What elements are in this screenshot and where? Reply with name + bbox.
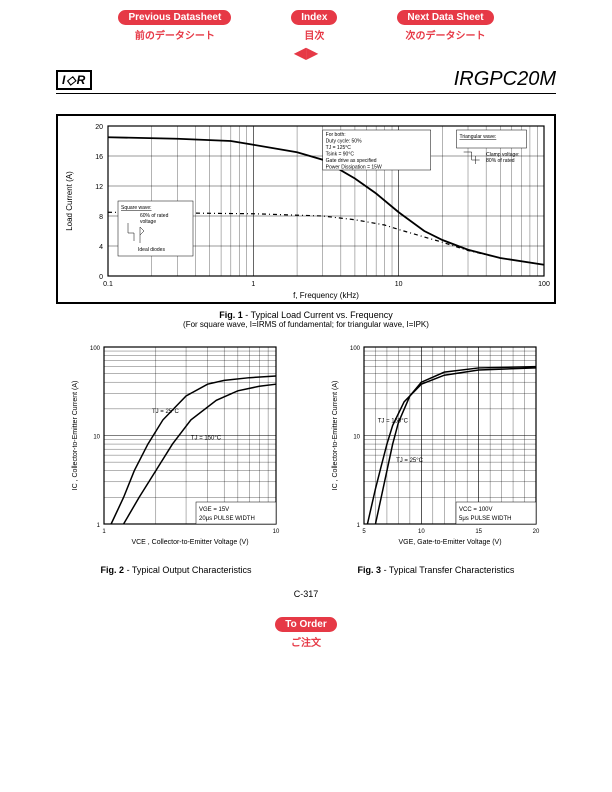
svg-text:Power Dissipation = 15W: Power Dissipation = 15W	[326, 165, 382, 171]
fig3-wrap: 1 10 100 5 10 15 20 VGE, Gate-to-Emitter Voltag…	[326, 339, 546, 575]
nav-prev-jp: 前のデータシート	[135, 27, 215, 42]
order-jp: ご注文	[291, 634, 321, 649]
svg-text:5μs PULSE WIDTH: 5μs PULSE WIDTH	[459, 516, 511, 522]
fig2-chart: 1 10 100 1 10 VCE , Collector-to-Emitter Volt…	[66, 339, 286, 559]
order-button[interactable]: To Order ご注文	[275, 617, 336, 649]
svg-text:Square wave:: Square wave:	[121, 205, 152, 211]
svg-text:Duty cycle: 50%: Duty cycle: 50%	[326, 139, 362, 145]
header: I◇R IRGPC20M	[56, 68, 556, 94]
svg-text:10: 10	[395, 281, 403, 288]
svg-text:Triangular wave:: Triangular wave:	[460, 134, 497, 140]
svg-text:1: 1	[357, 523, 361, 529]
svg-text:Load Current (A): Load Current (A)	[65, 171, 74, 231]
svg-text:TJ = 125°C: TJ = 125°C	[326, 145, 352, 151]
svg-text:1: 1	[251, 281, 255, 288]
svg-text:For both:: For both:	[326, 132, 346, 138]
svg-text:TJ = 25°C: TJ = 25°C	[152, 409, 180, 415]
svg-text:1: 1	[97, 523, 101, 529]
nav-next-label: Next Data Sheet	[397, 10, 493, 25]
svg-text:Ideal diodes: Ideal diodes	[138, 247, 165, 253]
nav-next[interactable]: Next Data Sheet 次のデータシート	[397, 10, 493, 42]
svg-text:1: 1	[102, 529, 106, 535]
svg-text:VGE = 15V: VGE = 15V	[199, 507, 229, 513]
fig3-bold: Fig. 3	[358, 565, 382, 575]
fig2-wrap: 1 10 100 1 10 VCE , Collector-to-Emitter Volt…	[66, 339, 286, 575]
svg-text:100: 100	[538, 281, 550, 288]
svg-text:20: 20	[95, 124, 103, 131]
page-content: 0 4 8 12 16 20 0.1 1 10 100 f, Frequency (kHz) Load…	[56, 114, 556, 599]
nav-prev[interactable]: Previous Datasheet 前のデータシート	[118, 10, 231, 42]
fig2-bold: Fig. 2	[101, 565, 125, 575]
nav-index-jp: 目次	[304, 27, 324, 42]
svg-text:IC , Collector-to-Emitter Curr: IC , Collector-to-Emitter Current (A)	[332, 381, 339, 491]
svg-text:Tsink = 90°C: Tsink = 90°C	[326, 152, 355, 158]
svg-text:VGE, Gate-to-Emitter Voltage (: VGE, Gate-to-Emitter Voltage (V)	[398, 539, 501, 546]
fig1-chart: 0 4 8 12 16 20 0.1 1 10 100 f, Frequency (kHz) Load…	[58, 116, 554, 302]
svg-text:voltage: voltage	[140, 219, 156, 225]
svg-text:100: 100	[350, 346, 361, 352]
svg-text:4: 4	[99, 244, 103, 251]
logo: I◇R	[56, 70, 92, 90]
svg-text:TJ = 150°C: TJ = 150°C	[191, 436, 222, 442]
svg-text:5: 5	[362, 529, 366, 535]
nav-prev-label: Previous Datasheet	[118, 10, 231, 25]
svg-text:12: 12	[95, 184, 103, 191]
svg-text:80% of rated: 80% of rated	[486, 158, 515, 164]
svg-text:20: 20	[533, 529, 540, 535]
fig1-bold: Fig. 1	[219, 310, 243, 320]
svg-text:TJ = 25°C: TJ = 25°C	[396, 458, 424, 464]
svg-text:0: 0	[99, 274, 103, 281]
svg-text:VCE , Collector-to-Emitter Vol: VCE , Collector-to-Emitter Voltage (V)	[131, 539, 248, 546]
fig2-title: - Typical Output Characteristics	[124, 565, 251, 575]
svg-text:f, Frequency (kHz): f, Frequency (kHz)	[293, 291, 359, 300]
nav-row: Previous Datasheet 前のデータシート Index 目次 Nex…	[0, 0, 612, 46]
nav-index-label: Index	[291, 10, 337, 25]
bottom-row: 1 10 100 1 10 VCE , Collector-to-Emitter Volt…	[56, 339, 556, 575]
order-label: To Order	[275, 617, 336, 632]
svg-text:IC , Collector-to-Emitter Curr: IC , Collector-to-Emitter Current (A)	[72, 381, 79, 491]
nav-arrows[interactable]: ◀▶	[0, 46, 612, 62]
fig1-wrap: 0 4 8 12 16 20 0.1 1 10 100 f, Frequency (kHz) Load…	[56, 114, 556, 329]
svg-text:VCC = 100V: VCC = 100V	[459, 507, 493, 513]
nav-index[interactable]: Index 目次	[291, 10, 337, 42]
svg-text:10: 10	[353, 435, 360, 441]
svg-text:10: 10	[93, 435, 100, 441]
svg-text:10: 10	[418, 529, 425, 535]
order-wrap: To Order ご注文	[0, 617, 612, 649]
fig2-caption: Fig. 2 - Typical Output Characteristics	[66, 565, 286, 575]
fig3-chart: 1 10 100 5 10 15 20 VGE, Gate-to-Emitter Voltag…	[326, 339, 546, 559]
svg-text:0.1: 0.1	[103, 281, 113, 288]
nav-next-jp: 次のデータシート	[405, 27, 485, 42]
svg-text:Gate drive as specified: Gate drive as specified	[326, 158, 377, 164]
svg-text:8: 8	[99, 214, 103, 221]
svg-text:15: 15	[475, 529, 482, 535]
svg-text:16: 16	[95, 154, 103, 161]
part-number: IRGPC20M	[454, 68, 556, 91]
svg-text:TJ = 150°C: TJ = 150°C	[378, 419, 409, 425]
fig1-title: - Typical Load Current vs. Frequency	[243, 310, 393, 320]
fig3-title: - Typical Transfer Characteristics	[381, 565, 514, 575]
fig1-caption: Fig. 1 - Typical Load Current vs. Freque…	[56, 310, 556, 320]
svg-text:10: 10	[273, 529, 280, 535]
page-number: C-317	[56, 589, 556, 599]
svg-text:100: 100	[90, 346, 101, 352]
fig1-note: (For square wave, I=IRMS of fundamental;…	[56, 320, 556, 329]
fig3-caption: Fig. 3 - Typical Transfer Characteristic…	[326, 565, 546, 575]
svg-text:20μs PULSE WIDTH: 20μs PULSE WIDTH	[199, 516, 255, 522]
